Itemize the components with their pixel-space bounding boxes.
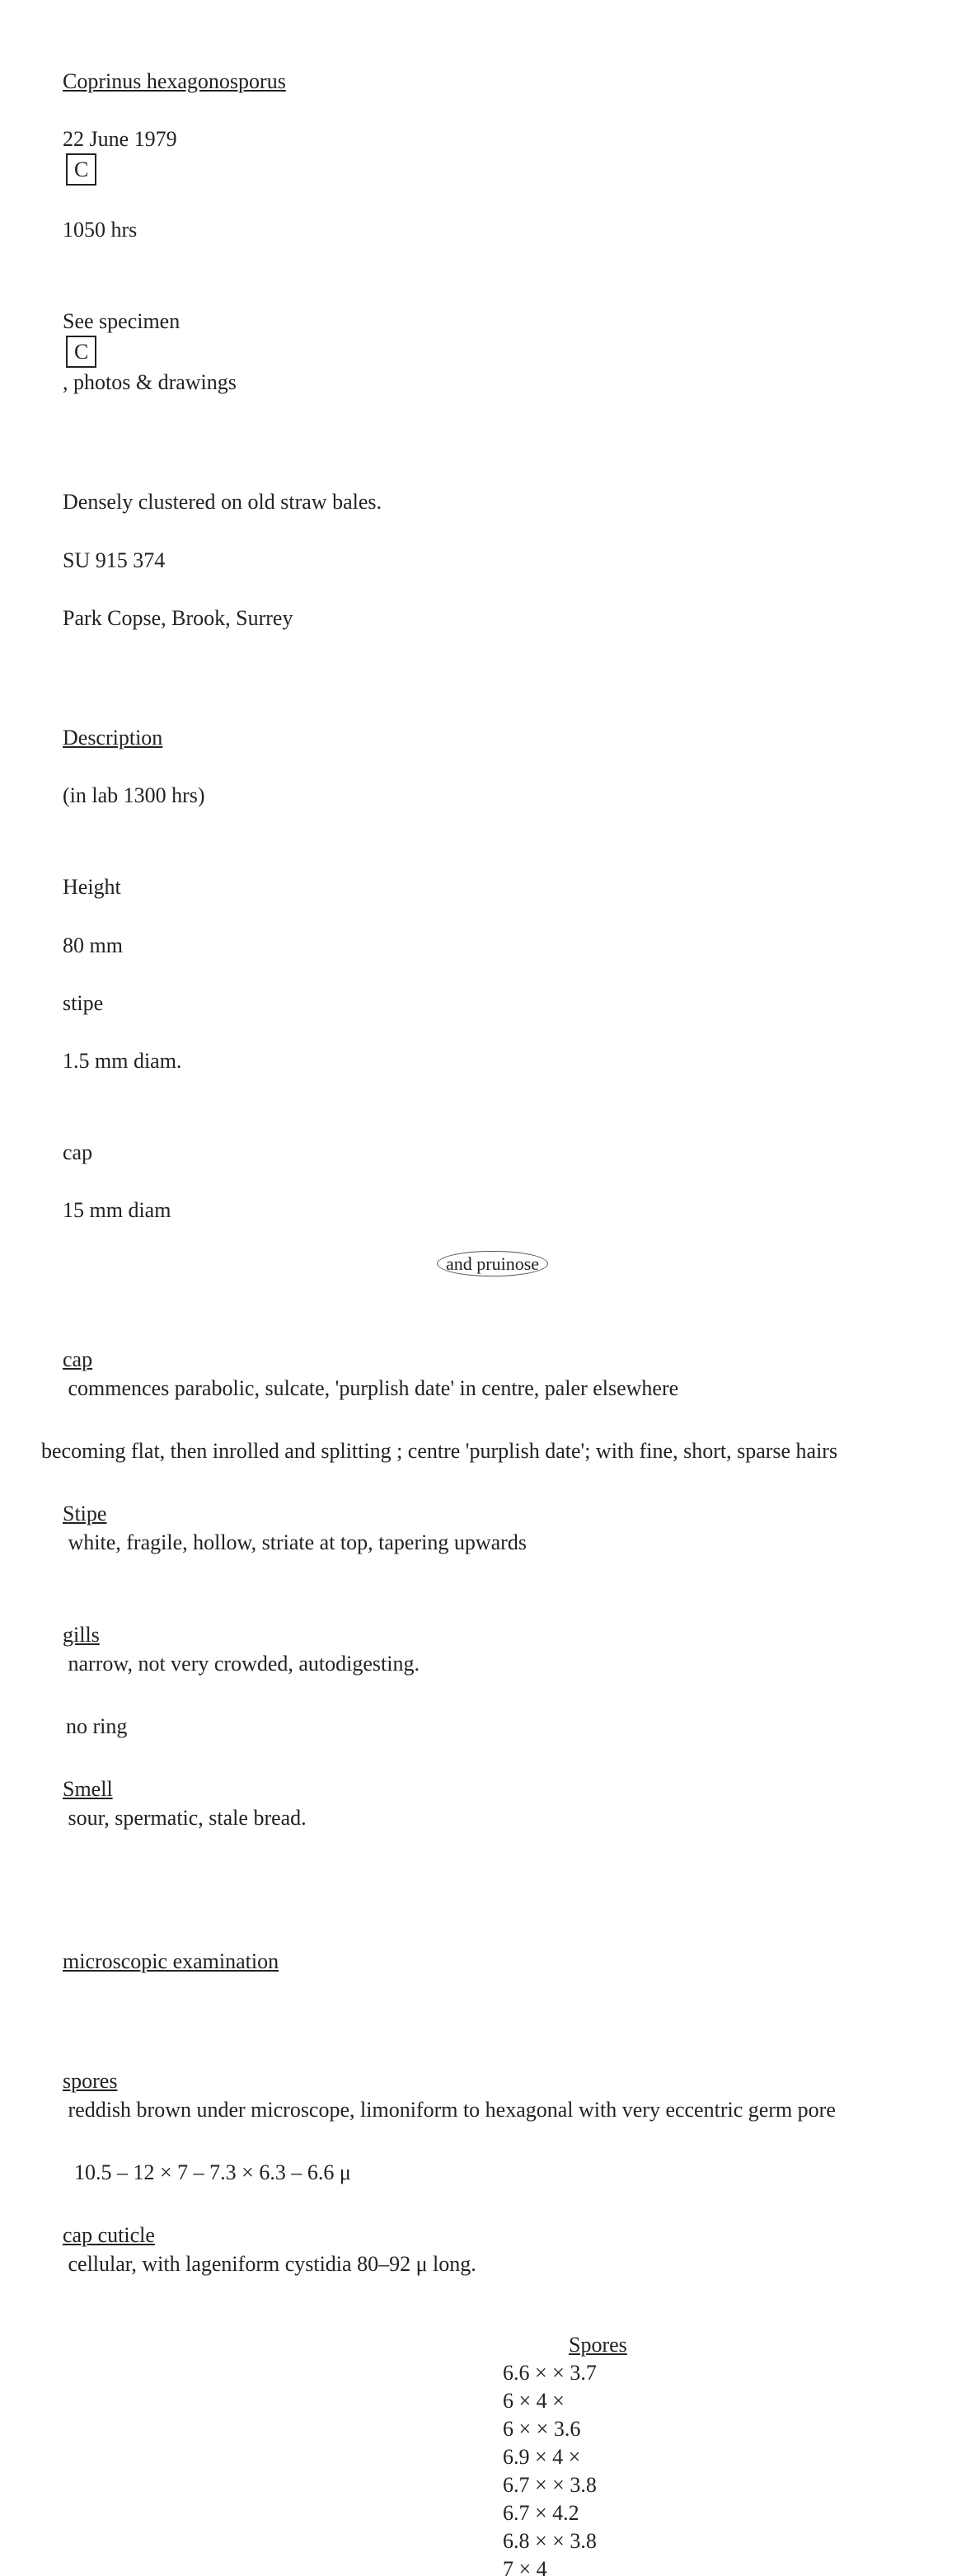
spore-table: Spores 6.6 × × 3.7 6 × 4 × 6 × × 3.6 6.9… xyxy=(503,2333,939,2576)
spores-word: spores xyxy=(63,2069,117,2093)
cap-desc-line2: becoming flat, then inrolled and splitti… xyxy=(41,1436,939,1465)
spore-table-heading: Spores xyxy=(569,2333,939,2357)
table-row: 6.7 × 4.2 xyxy=(503,2501,939,2526)
see-b: , photos & drawings xyxy=(63,370,237,394)
cap-word: cap xyxy=(63,1347,92,1371)
spore-desc-line: spores reddish brown under microscope, l… xyxy=(41,2038,939,2153)
cuticle-b: cellular, with lageniform cystidia 80–92… xyxy=(63,2252,476,2276)
handwritten-page: Coprinus hexagonosporus 22 June 1979 C 1… xyxy=(0,0,980,1288)
table-row: 6 × 4 × xyxy=(503,2389,939,2414)
ring-line: no ring xyxy=(41,1712,939,1741)
insert-pruinose: and pruinose xyxy=(437,1251,548,1277)
stipe-desc-line: Stipe white, fragile, hollow, striate at… xyxy=(41,1470,939,1586)
description-heading: Description xyxy=(63,726,162,750)
table-row: 6.9 × 4 × xyxy=(503,2445,939,2470)
stipe-word: Stipe xyxy=(63,1502,106,1525)
cuticle-line: cap cuticle cellular, with lageniform cy… xyxy=(41,2192,939,2307)
species-name: Coprinus hexagonosporus xyxy=(63,69,286,93)
table-row: 6.6 × × 3.7 xyxy=(503,2361,939,2386)
grid-ref: SU 915 374 xyxy=(63,548,165,572)
cap-desc-1b: commences parabolic, sulcate, 'purplish … xyxy=(63,1376,678,1400)
table-row: 7 × 4 xyxy=(503,2557,939,2576)
spore-dims: 10.5 – 12 × 7 – 7.3 × 6.3 – 6.6 μ xyxy=(41,2158,939,2187)
cap-label: cap xyxy=(63,1140,92,1164)
smell-b: sour, spermatic, stale bread. xyxy=(63,1806,307,1830)
stipe-desc-b: white, fragile, hollow, striate at top, … xyxy=(63,1530,527,1554)
table-row: 6.7 × × 3.8 xyxy=(503,2473,939,2498)
gills-word: gills xyxy=(63,1623,100,1647)
description-heading-line: Description (in lab 1300 hrs) xyxy=(41,694,939,839)
micro-heading-line: microscopic examination xyxy=(41,1917,939,2004)
habitat-line: Densely clustered on old straw bales. SU… xyxy=(41,458,939,661)
see-specimen-line: See specimen C , photos & drawings xyxy=(41,278,939,425)
cuticle-word: cap cuticle xyxy=(63,2223,155,2247)
table-row: 6 × × 3.6 xyxy=(503,2417,939,2442)
height-line: Height 80 mm stipe 1.5 mm diam. xyxy=(41,844,939,1104)
specimen-letter-2: C xyxy=(66,336,96,368)
cap-dim-line: cap 15 mm diam xyxy=(41,1109,939,1253)
see-a: See specimen xyxy=(63,309,185,333)
lab-note: (in lab 1300 hrs) xyxy=(63,783,205,807)
date: 22 June 1979 xyxy=(63,127,177,151)
micro-heading: microscopic examination xyxy=(63,1949,279,1973)
spores-b: reddish brown under microscope, limonifo… xyxy=(63,2098,836,2122)
smell-line: Smell sour, spermatic, stale bread. xyxy=(41,1746,939,1861)
smell-word: Smell xyxy=(63,1777,113,1801)
time: 1050 hrs xyxy=(63,218,137,242)
cap-val: 15 mm diam xyxy=(63,1198,171,1222)
table-row: 6.8 × × 3.8 xyxy=(503,2529,939,2554)
specimen-letter: C xyxy=(66,153,96,186)
gills-b: narrow, not very crowded, autodigesting. xyxy=(63,1652,420,1676)
header-line: Coprinus hexagonosporus 22 June 1979 C 1… xyxy=(41,38,939,273)
habitat-text: Densely clustered on old straw bales. xyxy=(63,490,382,514)
height-label: Height xyxy=(63,875,121,899)
gills-line: gills narrow, not very crowded, autodige… xyxy=(41,1591,939,1707)
height-val: 80 mm xyxy=(63,933,123,957)
stipe-label: stipe xyxy=(63,991,103,1015)
locality: Park Copse, Brook, Surrey xyxy=(63,606,293,630)
stipe-val: 1.5 mm diam. xyxy=(63,1049,181,1073)
cap-desc-line1: and pruinose cap commences parabolic, su… xyxy=(41,1287,939,1431)
